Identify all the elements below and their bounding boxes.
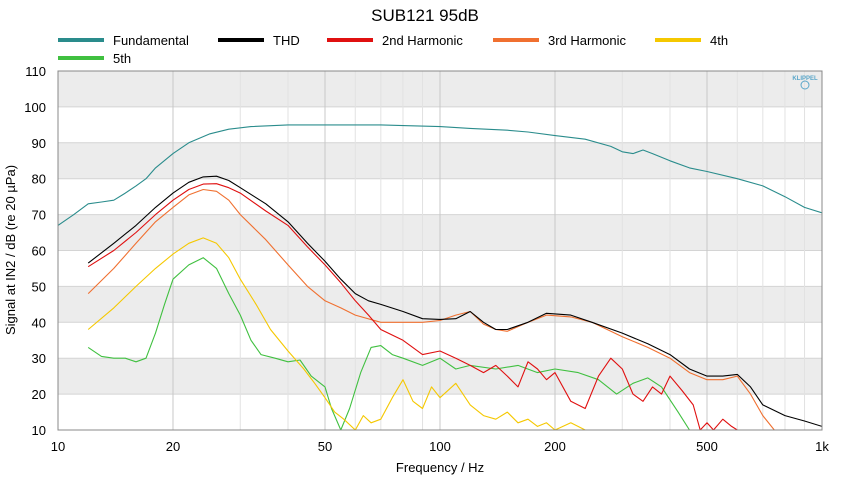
y-axis: 10 20 30 40 50 60 70 80 90 100 110: [24, 64, 46, 438]
x-tick-label: 20: [166, 439, 180, 454]
y-tick-label: 70: [32, 208, 46, 223]
series-line-4th: [87, 237, 586, 430]
series-line-3rd-harmonic: [87, 188, 775, 430]
x-tick-label: 1k: [815, 439, 829, 454]
series-line-fundamental: [58, 124, 822, 226]
y-tick-label: 20: [32, 387, 46, 402]
series-line-thd: [87, 175, 822, 427]
plot-frame: [57, 70, 823, 431]
legend-label: 5th: [113, 51, 131, 66]
x-tick-label: 200: [544, 439, 566, 454]
chart-title: SUB121 95dB: [371, 6, 479, 25]
x-axis: 10 20 50 100 200 500 1k: [51, 439, 830, 454]
y-tick-label: 50: [32, 279, 46, 294]
y-tick-label: 80: [32, 172, 46, 187]
series-group: [58, 124, 822, 430]
klippel-logo-icon: [800, 80, 810, 90]
y-tick-label: 90: [32, 136, 46, 151]
series-line-2nd-harmonic: [87, 183, 738, 430]
y-tick-label: 10: [32, 423, 46, 438]
y-tick-label: 100: [24, 100, 46, 115]
legend-label: THD: [273, 33, 300, 48]
y-axis-label: Signal at IN2 / dB (re 20 µPa): [3, 165, 18, 335]
series-line-5th: [87, 257, 690, 430]
klippel-watermark: KLIPPEL: [792, 76, 818, 82]
x-tick-label: 500: [696, 439, 718, 454]
x-tick-label: 50: [318, 439, 332, 454]
y-tick-label: 110: [25, 64, 46, 79]
legend-label: 3rd Harmonic: [548, 33, 627, 48]
x-tick-label: 100: [429, 439, 451, 454]
y-tick-label: 40: [32, 315, 46, 330]
legend-label: 4th: [710, 33, 728, 48]
legend: Fundamental THD 2nd Harmonic 3rd Harmonic 4t…: [58, 33, 728, 66]
legend-label: Fundamental: [113, 33, 189, 48]
y-tick-label: 60: [32, 244, 46, 259]
y-tick-label: 30: [32, 351, 46, 366]
legend-label: 2nd Harmonic: [382, 33, 463, 48]
x-tick-label: 10: [51, 439, 65, 454]
x-axis-label: Frequency / Hz: [396, 460, 484, 475]
